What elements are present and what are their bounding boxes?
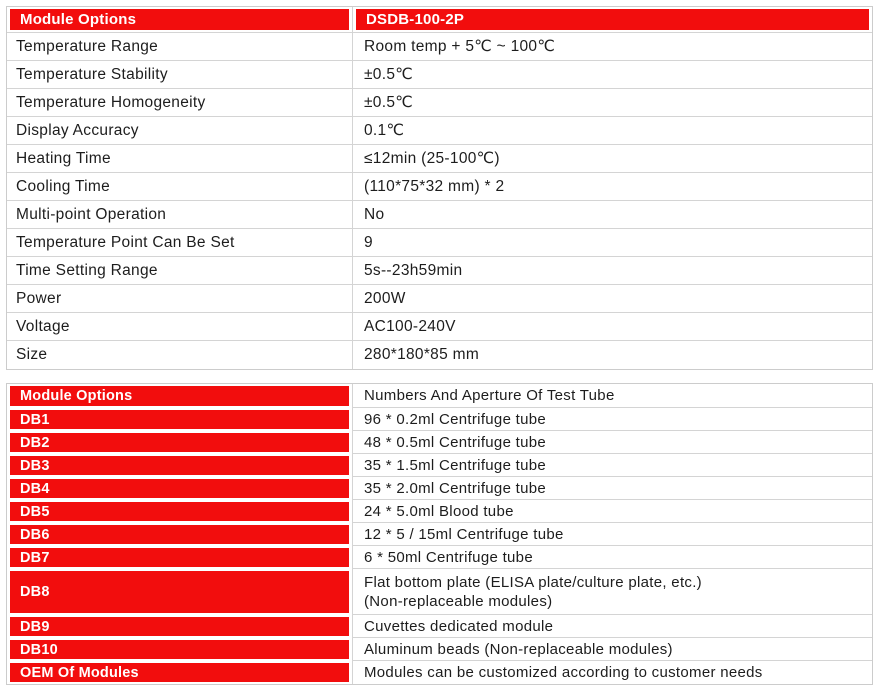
spec-row-label: Temperature Point Can Be Set: [7, 229, 353, 256]
spec-row-label: Size: [7, 341, 353, 369]
module-code: DB2: [10, 433, 349, 452]
spec-row-temperature-points: Temperature Point Can Be Set 9: [7, 229, 872, 257]
spec-row-label: Temperature Stability: [7, 61, 353, 88]
module-code: DB3: [10, 456, 349, 475]
spec-row-value: Room temp + 5℃ ~ 100℃: [364, 38, 556, 55]
module-code: DB5: [10, 502, 349, 521]
module-row-db3: DB3 35 * 1.5ml Centrifuge tube: [7, 454, 872, 477]
module-code: DB9: [10, 617, 349, 636]
module-code: DB4: [10, 479, 349, 498]
module-row-db9: DB9 Cuvettes dedicated module: [7, 615, 872, 638]
module-desc: 24 * 5.0ml Blood tube: [353, 500, 872, 523]
spec-row-power: Power 200W: [7, 285, 872, 313]
spec-header-model: DSDB-100-2P: [356, 9, 869, 30]
spec-row-temperature-range: Temperature Range Room temp + 5℃ ~ 100℃: [7, 33, 872, 61]
module-row-db2: DB2 48 * 0.5ml Centrifuge tube: [7, 431, 872, 454]
spec-row-label: Display Accuracy: [7, 117, 353, 144]
module-row-db5: DB5 24 * 5.0ml Blood tube: [7, 500, 872, 523]
spec-row-label: Heating Time: [7, 145, 353, 172]
module-desc: Modules can be customized according to c…: [364, 664, 763, 681]
module-row-db1: DB1 96 * 0.2ml Centrifuge tube: [7, 408, 872, 431]
spec-row-label: Multi-point Operation: [7, 201, 353, 228]
module-code: DB1: [10, 410, 349, 429]
module-code: DB10: [10, 640, 349, 659]
spec-row-label: Voltage: [7, 313, 353, 340]
spec-row-cooling-time: Cooling Time (110*75*32 mm) * 2: [7, 173, 872, 201]
spec-row-value: 9: [364, 233, 373, 251]
spec-row-label: Temperature Range: [7, 33, 353, 60]
spec-row-heating-time: Heating Time ≤12min (25-100℃): [7, 145, 872, 173]
spec-table-header-row: Module Options DSDB-100-2P: [7, 7, 872, 33]
spec-row-display-accuracy: Display Accuracy 0.1℃: [7, 117, 872, 145]
module-desc: 35 * 2.0ml Centrifuge tube: [353, 477, 872, 500]
spec-row-value: (110*75*32 mm) * 2: [364, 177, 505, 195]
spec-row-value: No: [364, 205, 385, 223]
spec-header-label: Module Options: [10, 9, 349, 30]
module-table-header-row: Module Options Numbers And Aperture Of T…: [7, 384, 872, 408]
spec-row-value: ±0.5℃: [364, 94, 413, 111]
spec-row-label: Cooling Time: [7, 173, 353, 200]
spec-row-value: ≤12min (25-100℃): [364, 150, 500, 167]
module-desc: 12 * 5 / 15ml Centrifuge tube: [353, 523, 872, 546]
module-row-oem: OEM Of Modules Modules can be customized…: [7, 661, 872, 684]
module-desc: 6 * 50ml Centrifuge tube: [353, 546, 872, 569]
tables-gap: [6, 370, 873, 383]
spec-row-temperature-stability: Temperature Stability ±0.5℃: [7, 61, 872, 89]
module-desc: 35 * 1.5ml Centrifuge tube: [353, 454, 872, 477]
spec-row-value: AC100-240V: [364, 317, 456, 335]
spec-row-label: Temperature Homogeneity: [7, 89, 353, 116]
spec-row-voltage: Voltage AC100-240V: [7, 313, 872, 341]
module-header-title: Numbers And Aperture Of Test Tube: [353, 384, 872, 408]
module-desc: Aluminum beads (Non-replaceable modules): [353, 638, 872, 661]
spec-row-multi-point-operation: Multi-point Operation No: [7, 201, 872, 229]
module-row-db10: DB10 Aluminum beads (Non-replaceable mod…: [7, 638, 872, 661]
spec-row-value: 5s--23h59min: [364, 261, 463, 279]
module-desc: 96 * 0.2ml Centrifuge tube: [353, 408, 872, 431]
module-row-db8: DB8 Flat bottom plate (ELISA plate/cultu…: [7, 569, 872, 615]
module-desc: Cuvettes dedicated module: [353, 615, 872, 638]
module-code: OEM Of Modules: [10, 663, 349, 682]
spec-row-value: 200W: [364, 289, 406, 307]
spec-row-time-setting-range: Time Setting Range 5s--23h59min: [7, 257, 872, 285]
spec-row-value: 280*180*85 mm: [364, 346, 480, 363]
spec-header-right-cell: DSDB-100-2P: [353, 7, 872, 32]
module-desc: Flat bottom plate (ELISA plate/culture p…: [353, 569, 872, 615]
module-header-label: Module Options: [10, 386, 349, 406]
module-code: DB7: [10, 548, 349, 567]
spec-row-value: ±0.5℃: [364, 66, 413, 83]
spec-row-size: Size 280*180*85 mm: [7, 341, 872, 369]
spec-header-left-cell: Module Options: [7, 7, 353, 32]
module-row-db4: DB4 35 * 2.0ml Centrifuge tube: [7, 477, 872, 500]
spec-row-label: Power: [7, 285, 353, 312]
module-row-db7: DB7 6 * 50ml Centrifuge tube: [7, 546, 872, 569]
module-header-left-cell: Module Options: [7, 384, 353, 408]
spec-row-label: Time Setting Range: [7, 257, 353, 284]
module-options-table: Module Options Numbers And Aperture Of T…: [6, 383, 873, 685]
spec-row-temperature-homogeneity: Temperature Homogeneity ±0.5℃: [7, 89, 872, 117]
module-code: DB6: [10, 525, 349, 544]
module-row-db6: DB6 12 * 5 / 15ml Centrifuge tube: [7, 523, 872, 546]
spec-row-value: 0.1℃: [364, 122, 405, 139]
module-code: DB8: [10, 571, 349, 613]
module-desc: 48 * 0.5ml Centrifuge tube: [353, 431, 872, 454]
spec-table: Module Options DSDB-100-2P Temperature R…: [6, 6, 873, 370]
